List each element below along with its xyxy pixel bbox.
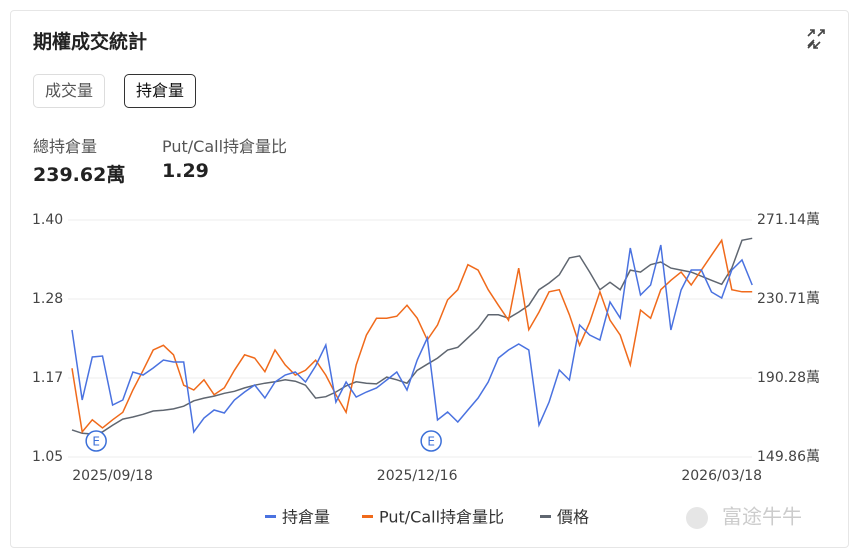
legend-swatch bbox=[265, 515, 276, 518]
watermark-logo bbox=[686, 507, 708, 529]
stat-label: Put/Call持倉量比 bbox=[162, 137, 288, 156]
x-tick-label: 2025/12/16 bbox=[377, 468, 458, 484]
y-tick-label: 1.05 bbox=[32, 449, 63, 465]
tab[interactable]: 成交量 bbox=[33, 74, 106, 108]
watermark: 富途牛牛 bbox=[722, 505, 802, 529]
y-tick-label: 1.40 bbox=[32, 212, 63, 228]
x-tick-label: 2025/09/18 bbox=[72, 468, 153, 484]
y2-tick-label: 149.86萬 bbox=[757, 449, 820, 465]
series-line bbox=[71, 244, 753, 434]
title: 期權成交統計 bbox=[33, 31, 148, 53]
event-label: E bbox=[427, 435, 435, 449]
card: 期權成交統計 成交量 持倉量 總持倉量 239.62萬 Put/Call持倉量比… bbox=[10, 10, 849, 548]
legend-label: 持倉量 bbox=[282, 508, 330, 527]
x-tick-label: 2026/03/18 bbox=[681, 468, 762, 484]
legend-swatch bbox=[540, 515, 551, 518]
event-marker bbox=[420, 430, 442, 452]
y2-tick-label: 190.28萬 bbox=[757, 370, 820, 386]
y-tick-label: 1.17 bbox=[32, 370, 63, 386]
stat-value: 1.29 bbox=[162, 160, 209, 182]
stat-label: 總持倉量 bbox=[33, 137, 98, 156]
y-tick-label: 1.28 bbox=[32, 291, 63, 307]
tab-selected[interactable]: 持倉量 bbox=[124, 74, 197, 108]
expand-icon[interactable] bbox=[807, 29, 825, 49]
stat-value: 239.62萬 bbox=[33, 164, 126, 186]
event-marker bbox=[85, 430, 107, 452]
legend-label: 價格 bbox=[557, 508, 589, 527]
y2-tick-label: 271.14萬 bbox=[757, 212, 820, 228]
legend-swatch bbox=[362, 515, 373, 518]
y2-tick-label: 230.71萬 bbox=[757, 291, 820, 307]
event-label: E bbox=[92, 435, 100, 449]
series-line bbox=[71, 237, 753, 435]
legend-label: Put/Call持倉量比 bbox=[379, 508, 504, 527]
series-line bbox=[71, 238, 753, 434]
